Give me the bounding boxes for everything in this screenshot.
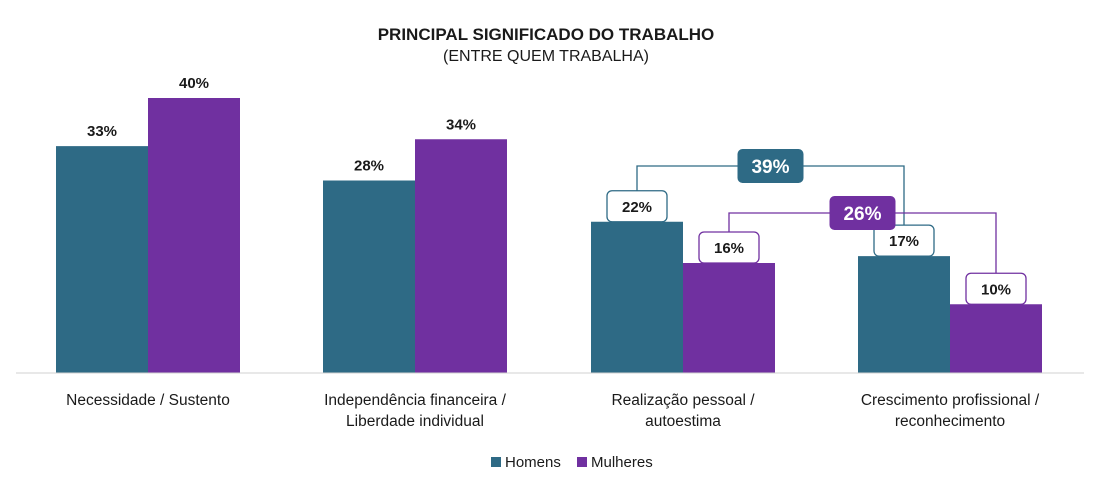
bar-mulheres-0 (148, 98, 240, 373)
bars-group (56, 98, 1042, 373)
category-label: reconhecimento (895, 413, 1005, 430)
value-label-box (873, 224, 935, 257)
chart-title: PRINCIPAL SIGNIFICADO DO TRABALHO (378, 25, 715, 44)
category-label: Realização pessoal / (611, 392, 755, 409)
annotation-badge-label: 39% (751, 157, 789, 178)
bar-homens-0 (56, 146, 148, 373)
value-label: 40% (179, 75, 209, 92)
legend-label: Homens (505, 454, 561, 471)
category-label: Independência financeira / (324, 392, 507, 409)
bar-mulheres-3 (950, 304, 1042, 373)
value-label: 17% (889, 233, 919, 250)
value-label: 28% (354, 158, 384, 175)
value-label: 16% (714, 240, 744, 257)
category-label: Necessidade / Sustento (66, 392, 230, 409)
annotation-badge (829, 196, 896, 230)
value-label-box (965, 272, 1027, 305)
chart-subtitle: (ENTRE QUEM TRABALHA) (443, 48, 649, 65)
category-label: Crescimento profissional / (861, 392, 1040, 409)
legend-swatch (491, 457, 501, 467)
legend: Homens Mulheres (491, 454, 653, 471)
annotation-badge-label: 26% (843, 204, 881, 225)
value-label: 33% (87, 123, 117, 140)
category-label: autoestima (645, 413, 721, 430)
legend-label: Mulheres (591, 454, 653, 471)
category-label: Liberdade individual (346, 413, 484, 430)
category-labels: Necessidade / Sustento Independência fina… (66, 392, 1040, 430)
value-label: 22% (622, 199, 652, 216)
value-label: 10% (981, 281, 1011, 298)
legend-swatch (577, 457, 587, 467)
annotation-badge (737, 149, 804, 183)
bar-homens-2 (591, 221, 683, 373)
value-label-box (606, 190, 668, 223)
bar-mulheres-2 (683, 263, 775, 373)
value-label-box (698, 231, 760, 264)
bar-homens-3 (858, 256, 950, 373)
bar-homens-1 (323, 180, 415, 373)
value-label: 34% (446, 116, 476, 133)
value-labels: 33% 28% 22% 17% 40% 34% 16% 10% (87, 75, 1027, 305)
bar-mulheres-1 (415, 139, 507, 373)
annotation-badges: 39% 26% (737, 149, 896, 230)
